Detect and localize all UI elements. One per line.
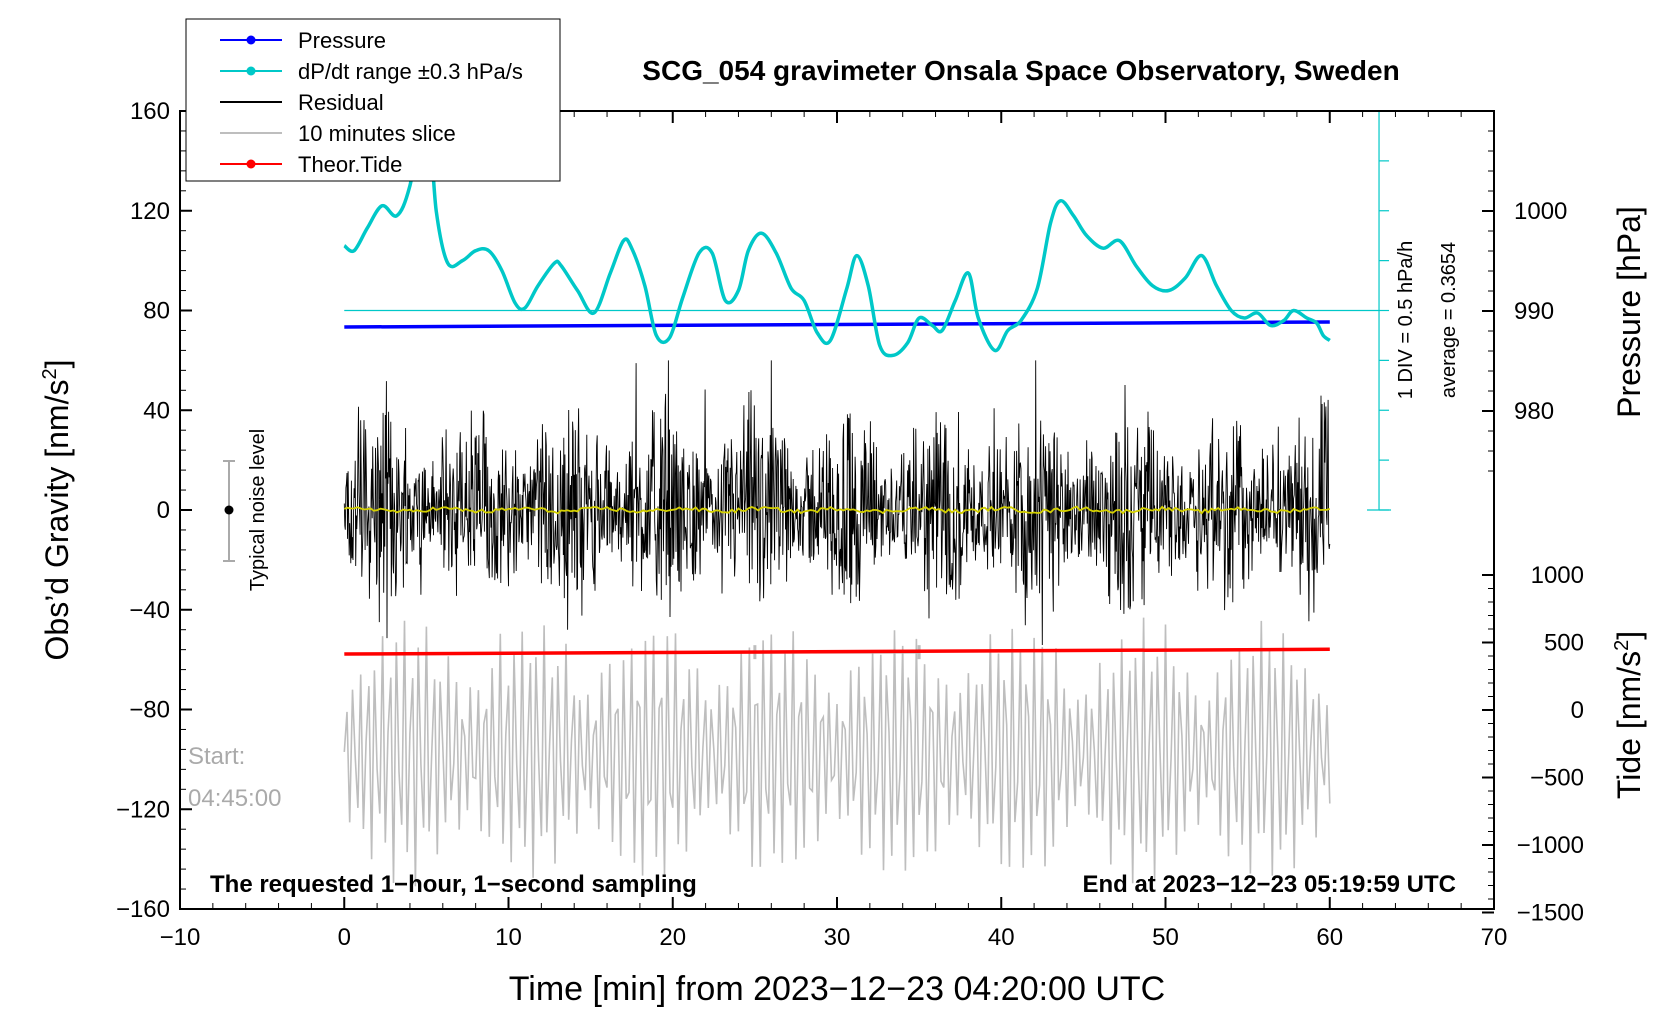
y-axis-label-gravity: Obs’d Gravity [nm/s2]: [39, 360, 75, 661]
legend-label: Theor.Tide: [298, 152, 402, 177]
legend-label: Residual: [298, 90, 384, 115]
slice-series-line: [343, 617, 1331, 887]
chart-title: SCG_054 gravimeter Onsala Space Observat…: [642, 55, 1399, 86]
y-tick-label: 40: [143, 397, 170, 424]
series-layer: [343, 110, 1392, 887]
sampling-note: The requested 1−hour, 1−second sampling: [210, 871, 697, 898]
legend-box: [185, 18, 561, 182]
dpdt-average-note: average = 0.3654: [1438, 242, 1460, 398]
y-tick-label: 0: [157, 497, 170, 524]
noise-level-label: Typical noise level: [247, 429, 269, 591]
y-tick-label: −40: [129, 597, 170, 624]
start-time: 04:45:00: [188, 785, 281, 812]
x-tick-label: 30: [824, 924, 851, 951]
legend-label: Pressure: [298, 28, 386, 53]
y-tick-label: 80: [143, 298, 170, 325]
x-tick-label: −10: [160, 924, 201, 951]
x-tick-label: 0: [338, 924, 351, 951]
y-axis-label-pressure: Pressure [hPa]: [1611, 206, 1647, 418]
legend-marker: [246, 159, 256, 169]
x-tick-label: 20: [659, 924, 686, 951]
tide-tick-label: 500: [1544, 630, 1584, 657]
x-tick-label: 60: [1316, 924, 1343, 951]
tide-tick-label: −1500: [1517, 900, 1584, 927]
x-tick-label: 10: [495, 924, 522, 951]
axis-layer: −10 0 10 20 30 40 50 60 70 −160 −120 −80 −40 0 40 80 120…: [116, 98, 1584, 951]
y-axis-label-tide: Tide [nm/s2]: [1611, 631, 1647, 799]
x-axis-label: Time [min] from 2023−12−23 04:20:00 UTC: [509, 970, 1165, 1008]
legend-label: dP/dt range ±0.3 hPa/s: [298, 59, 523, 84]
end-time-note: End at 2023−12−23 05:19:59 UTC: [1082, 871, 1456, 898]
x-tick-label: 40: [988, 924, 1015, 951]
start-label: Start:: [188, 743, 245, 770]
legend-marker: [246, 66, 256, 76]
x-tick-label: 50: [1152, 924, 1179, 951]
tide-tick-label: −500: [1530, 765, 1584, 792]
legend: Pressure dP/dt range ±0.3 hPa/s Residual 10…: [185, 18, 561, 182]
noise-level-indicator: [223, 460, 235, 562]
pressure-tick-label: 980: [1514, 398, 1554, 425]
residual-smoothed-line: [343, 505, 1331, 515]
tide-tick-label: 0: [1571, 697, 1584, 724]
y-tick-label: 120: [130, 198, 170, 225]
legend-marker: [246, 35, 256, 45]
dpdt-series-line: [343, 111, 1331, 358]
tide-tick-label: −1000: [1517, 832, 1584, 859]
y-tick-label: −80: [129, 697, 170, 724]
tide-series-line: [344, 647, 1330, 656]
y-tick-label: 160: [130, 98, 170, 125]
x-tick-label: 70: [1481, 924, 1508, 951]
y-tick-label: −120: [116, 796, 170, 823]
legend-label: 10 minutes slice: [298, 121, 456, 146]
pressure-tick-label: 990: [1514, 298, 1554, 325]
y-tick-label: −160: [116, 896, 170, 923]
residual-series-line: [343, 360, 1331, 646]
pressure-tick-label: 1000: [1514, 198, 1567, 225]
tide-tick-label: 1000: [1531, 562, 1584, 589]
dpdt-div-note: 1 DIV = 0.5 hPa/h: [1395, 241, 1417, 399]
